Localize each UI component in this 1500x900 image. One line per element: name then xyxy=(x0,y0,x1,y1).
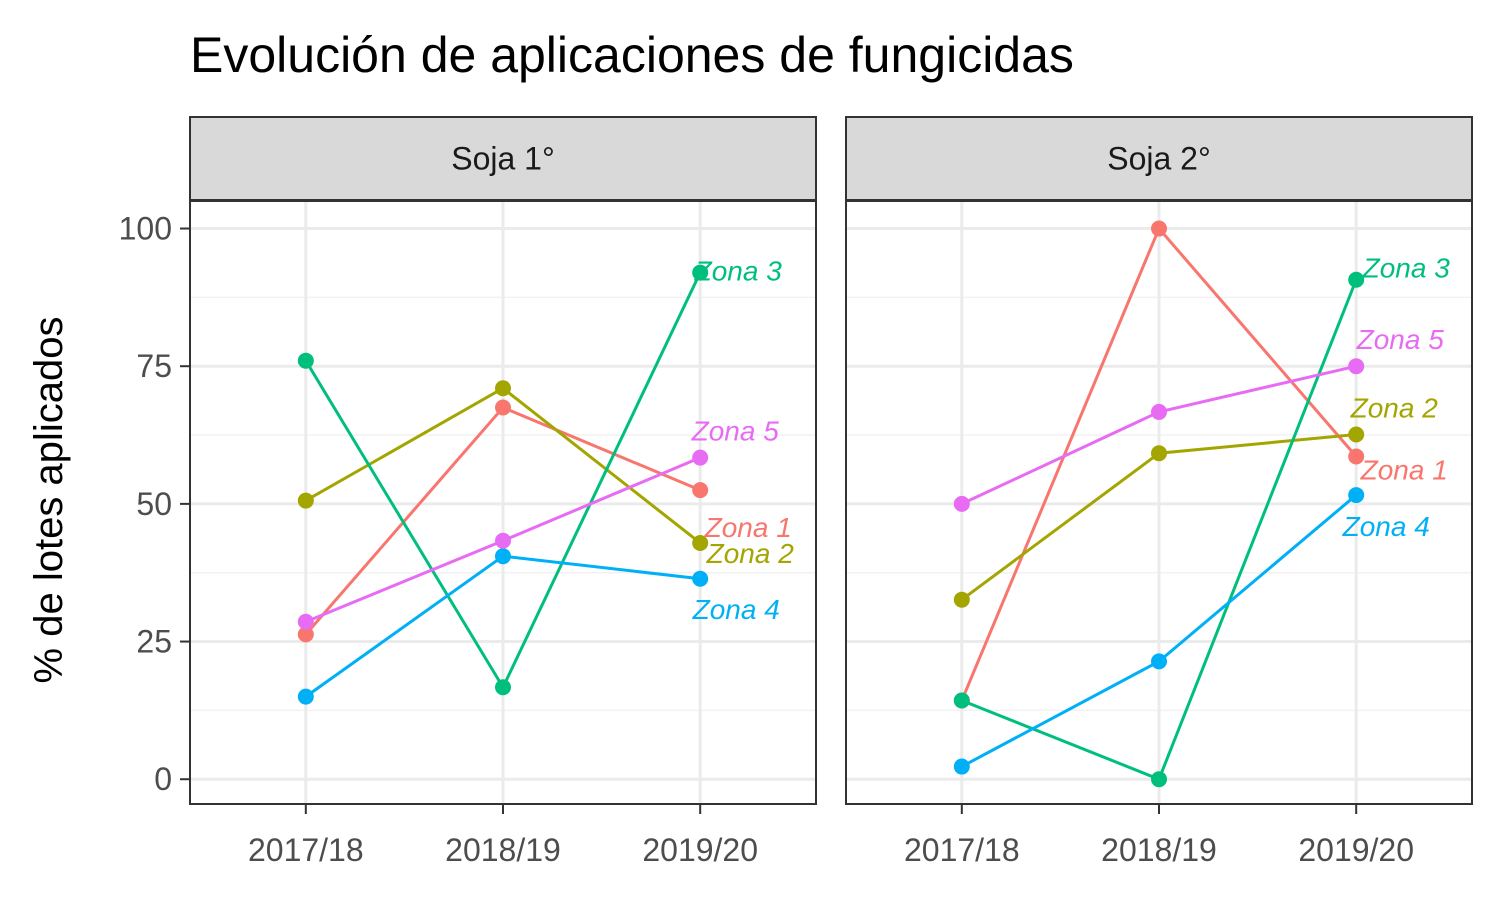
x-tick-label: 2019/20 xyxy=(642,832,758,868)
series-label: Zona 2 xyxy=(1350,392,1439,423)
panel-2: Soja 2° Zona 1 Zona 2 Zona 3 Zona 4 Zona 5 201… xyxy=(845,116,1473,868)
data-point xyxy=(1151,220,1167,237)
x-tick-label: 2017/18 xyxy=(904,832,1020,868)
y-tick-label: 25 xyxy=(136,624,172,660)
series-label: Zona 5 xyxy=(691,416,780,447)
y-tick-label: 50 xyxy=(136,486,172,522)
data-point xyxy=(495,548,511,565)
data-point xyxy=(495,380,511,397)
series-label: Zona 4 xyxy=(1342,511,1430,542)
data-point xyxy=(297,352,314,369)
data-point xyxy=(692,264,709,281)
series-label: Zona 2 xyxy=(706,538,795,569)
facet-strip xyxy=(189,116,817,201)
series-label: Zona 3 xyxy=(1362,253,1451,284)
y-tick-label: 100 xyxy=(119,211,172,247)
data-point xyxy=(1151,771,1167,788)
y-axis-title: % de lotes aplicados xyxy=(27,317,71,684)
data-point xyxy=(495,399,511,416)
data-point xyxy=(1348,426,1365,443)
data-point xyxy=(953,591,970,608)
data-point xyxy=(1151,403,1167,420)
data-point xyxy=(297,688,314,705)
data-point xyxy=(692,534,709,551)
data-point xyxy=(1151,653,1167,670)
x-tick-label: 2018/19 xyxy=(1101,832,1217,868)
data-point xyxy=(953,495,970,512)
x-tick-label: 2018/19 xyxy=(445,832,561,868)
data-point xyxy=(692,482,709,499)
series-label: Zona 3 xyxy=(694,256,783,287)
x-tick-label: 2019/20 xyxy=(1298,832,1414,868)
data-point xyxy=(953,692,970,709)
data-point xyxy=(1348,448,1365,465)
data-point xyxy=(297,492,314,509)
data-point xyxy=(1348,358,1365,375)
data-point xyxy=(1151,445,1167,462)
chart-title: Evolución de aplicaciones de fungicidas xyxy=(190,27,1074,83)
facet-strip-label: Soja 1° xyxy=(451,141,555,177)
data-point xyxy=(495,532,511,549)
data-point xyxy=(297,613,314,630)
data-point xyxy=(692,449,709,466)
data-point xyxy=(1348,271,1365,288)
x-tick-label: 2017/18 xyxy=(248,832,364,868)
series-label: Zona 1 xyxy=(704,512,792,543)
y-tick-label: 0 xyxy=(154,761,172,797)
series-label: Zona 5 xyxy=(1356,324,1445,355)
series-label: Zona 4 xyxy=(692,594,780,625)
data-point xyxy=(1348,487,1365,504)
data-point xyxy=(953,758,970,775)
data-point xyxy=(297,626,314,643)
data-point xyxy=(495,679,511,696)
facet-strip-label: Soja 2° xyxy=(1107,141,1211,177)
series-label: Zona 1 xyxy=(1360,455,1448,486)
y-tick-label: 75 xyxy=(136,348,172,384)
data-point xyxy=(692,570,709,587)
